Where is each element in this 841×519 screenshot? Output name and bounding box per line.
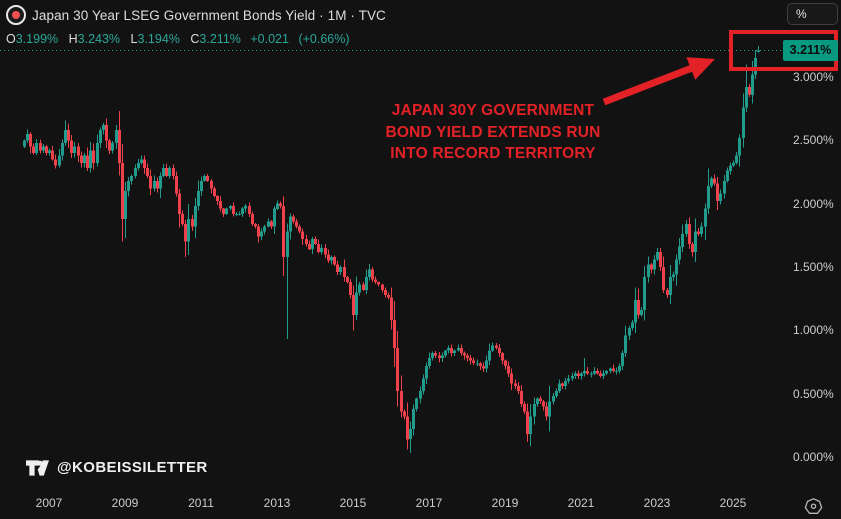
symbol-title[interactable]: Japan 30 Year LSEG Government Bonds Yiel… xyxy=(32,7,386,23)
time-tick-label: 2023 xyxy=(643,496,671,510)
open-value: 3.199% xyxy=(15,32,59,46)
settings-hexagon-icon[interactable] xyxy=(804,498,823,515)
current-price-label: 3.211% xyxy=(783,39,838,61)
ohlc-values: O3.199% H3.243% L3.194% C3.211% +0.021 (… xyxy=(6,32,386,46)
annotation-line-1: JAPAN 30Y GOVERNMENT xyxy=(391,102,595,119)
annotation-line-3: INTO RECORD TERRITORY xyxy=(390,145,596,162)
open-label: O xyxy=(6,32,16,46)
time-tick-label: 2017 xyxy=(415,496,443,510)
tradingview-logo-icon xyxy=(26,459,49,476)
high-label: H xyxy=(68,32,78,46)
time-tick-label: 2015 xyxy=(339,496,367,510)
price-tick-label: 3.000% xyxy=(793,70,834,84)
chart-legend: Japan 30 Year LSEG Government Bonds Yiel… xyxy=(6,5,386,46)
change-percent: (+0.66%) xyxy=(298,32,350,46)
price-tick-label: 0.500% xyxy=(793,386,834,401)
annotation-text: JAPAN 30Y GOVERNMENT BOND YIELD EXTENDS … xyxy=(372,100,614,165)
change-absolute: +0.021 xyxy=(250,32,289,46)
watermark: @KOBEISSILETTER xyxy=(26,459,208,476)
price-tick-label: 1.000% xyxy=(793,323,834,338)
flag-dot xyxy=(12,11,20,19)
close-value: 3.211% xyxy=(199,32,241,46)
time-tick-label: 2011 xyxy=(188,496,214,510)
percent-unit-button[interactable]: % xyxy=(787,3,838,25)
price-tick-label: 2.000% xyxy=(793,196,834,211)
time-tick-label: 2009 xyxy=(111,496,139,510)
time-tick-label: 2025 xyxy=(719,496,747,510)
price-tick-label: 1.500% xyxy=(793,260,834,274)
candles-layer xyxy=(23,46,760,454)
annotation-line-2: BOND YIELD EXTENDS RUN xyxy=(385,123,601,141)
low-label: L xyxy=(130,32,138,46)
price-tick-label: 0.000% xyxy=(793,450,834,464)
annotation-arrow xyxy=(602,57,715,106)
price-tick-label: 2.500% xyxy=(793,133,834,148)
time-tick-label: 2007 xyxy=(35,496,63,510)
time-tick-label: 2013 xyxy=(263,496,291,510)
low-value: 3.194% xyxy=(137,32,180,46)
time-tick-label: 2019 xyxy=(491,496,519,510)
watermark-handle: @KOBEISSILETTER xyxy=(57,459,208,476)
close-label: C xyxy=(190,32,200,46)
high-value: 3.243% xyxy=(77,32,121,46)
time-tick-label: 2021 xyxy=(567,496,595,510)
japan-flag-icon xyxy=(6,5,26,25)
